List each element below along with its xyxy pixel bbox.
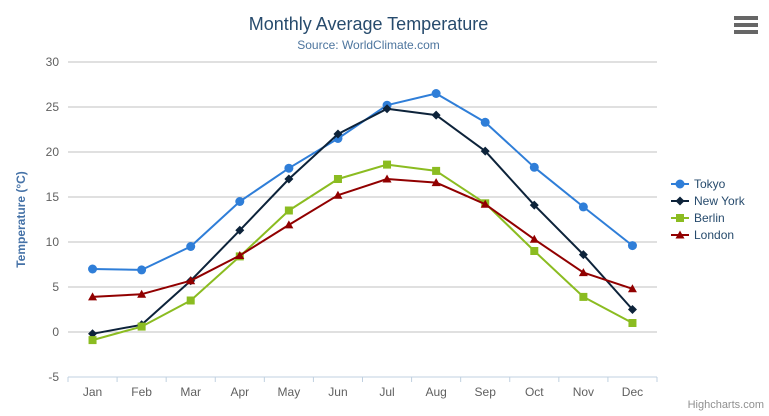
marker-london-may[interactable] — [284, 220, 294, 229]
x-axis-tick-label: Sep — [475, 385, 497, 399]
series-line-london — [92, 178, 633, 298]
marker-new-york-may[interactable] — [284, 174, 294, 184]
y-axis-tick-label: 25 — [46, 100, 60, 114]
legend: Tokyo New York Berlin London — [671, 176, 767, 244]
marker-london-aug[interactable] — [431, 178, 441, 187]
marker-tokyo-may[interactable] — [284, 163, 294, 173]
y-axis-tick-label: 20 — [46, 145, 60, 159]
marker-tokyo-nov[interactable] — [578, 202, 588, 212]
marker-london-mar[interactable] — [186, 276, 196, 285]
hamburger-menu-icon — [734, 30, 758, 34]
marker-london-jul[interactable] — [382, 174, 392, 183]
x-axis-tick-label: Apr — [230, 385, 249, 399]
legend-marker-circle-icon — [671, 179, 689, 189]
legend-label: New York — [694, 194, 745, 208]
marker-new-york-jun[interactable] — [333, 129, 343, 139]
hamburger-menu-icon — [734, 23, 758, 27]
y-axis-tick-label: 5 — [52, 280, 59, 294]
y-axis-tick-label: 30 — [46, 55, 60, 69]
x-axis-tick-label: Jun — [328, 385, 347, 399]
series-line-new-york — [92, 107, 634, 335]
marker-london-nov[interactable] — [578, 268, 588, 277]
marker-london-dec[interactable] — [627, 284, 637, 293]
legend-item-tokyo[interactable]: Tokyo — [671, 176, 767, 192]
marker-berlin-dec[interactable] — [628, 319, 637, 327]
marker-berlin-may[interactable] — [284, 206, 293, 215]
marker-tokyo-jan[interactable] — [88, 264, 98, 274]
marker-new-york-nov[interactable] — [578, 250, 588, 260]
x-axis-tick-label: Feb — [131, 385, 152, 399]
marker-new-york-aug[interactable] — [431, 110, 441, 120]
legend-item-berlin[interactable]: Berlin — [671, 210, 767, 226]
x-axis-tick-label: Aug — [425, 385, 446, 399]
legend-label: London — [694, 228, 735, 242]
marker-berlin-feb[interactable] — [137, 322, 146, 331]
marker-london-apr[interactable] — [235, 251, 245, 259]
chart-subtitle: Source: WorldClimate.com — [297, 38, 440, 52]
marker-tokyo-sep[interactable] — [480, 117, 490, 127]
marker-berlin-jan[interactable] — [88, 336, 97, 345]
marker-new-york-oct[interactable] — [529, 200, 539, 210]
y-axis-title: Temperature (°C) — [14, 171, 28, 268]
marker-berlin-aug[interactable] — [432, 166, 441, 175]
marker-new-york-apr[interactable] — [235, 225, 245, 235]
legend-item-london[interactable]: London — [671, 227, 767, 243]
marker-london-sep[interactable] — [480, 199, 490, 208]
y-axis-tick-label: 0 — [52, 325, 59, 339]
legend-marker-square-icon — [671, 214, 689, 222]
marker-london-jan[interactable] — [88, 292, 98, 301]
marker-tokyo-mar[interactable] — [186, 242, 196, 251]
marker-new-york-jul[interactable] — [382, 104, 392, 114]
marker-tokyo-dec[interactable] — [627, 241, 637, 251]
x-axis-tick-label: Dec — [622, 385, 643, 399]
marker-tokyo-aug[interactable] — [431, 89, 441, 98]
marker-berlin-jun[interactable] — [333, 175, 342, 183]
x-axis-tick-label: Oct — [525, 385, 544, 399]
x-axis-tick-label: Jul — [379, 385, 394, 399]
marker-new-york-dec[interactable] — [627, 305, 637, 314]
credits-link[interactable]: Highcharts.com — [687, 399, 764, 411]
x-axis-tick-label: Mar — [180, 385, 201, 399]
x-axis-tick-label: Jan — [83, 385, 102, 399]
context-menu-button[interactable] — [734, 16, 758, 34]
x-axis-tick-label: May — [278, 385, 301, 399]
y-axis-tick-label: -5 — [48, 370, 59, 384]
legend-label: Tokyo — [694, 177, 726, 191]
marker-new-york-sep[interactable] — [480, 146, 490, 156]
chart-title: Monthly Average Temperature — [248, 14, 489, 34]
x-axis-tick-label: Nov — [573, 385, 594, 399]
marker-london-oct[interactable] — [529, 234, 539, 243]
marker-london-jun[interactable] — [333, 190, 343, 199]
y-axis-tick-label: 15 — [46, 190, 60, 204]
hamburger-menu-icon — [734, 16, 758, 20]
marker-berlin-mar[interactable] — [186, 296, 195, 305]
marker-tokyo-oct[interactable] — [529, 162, 539, 172]
series-line-berlin — [92, 163, 633, 342]
marker-tokyo-apr[interactable] — [235, 197, 245, 206]
marker-berlin-nov[interactable] — [579, 292, 588, 301]
marker-berlin-oct[interactable] — [530, 247, 539, 255]
marker-tokyo-feb[interactable] — [137, 265, 147, 275]
legend-item-new-york[interactable]: New York — [671, 193, 767, 209]
series-line-tokyo — [92, 92, 634, 271]
marker-london-feb[interactable] — [137, 289, 147, 298]
y-axis-tick-label: 10 — [46, 235, 60, 249]
legend-marker-diamond-icon — [671, 196, 689, 206]
legend-label: Berlin — [694, 211, 725, 225]
marker-berlin-jul[interactable] — [383, 160, 392, 169]
marker-new-york-jan[interactable] — [88, 329, 98, 339]
legend-marker-triangle-icon — [671, 230, 689, 239]
